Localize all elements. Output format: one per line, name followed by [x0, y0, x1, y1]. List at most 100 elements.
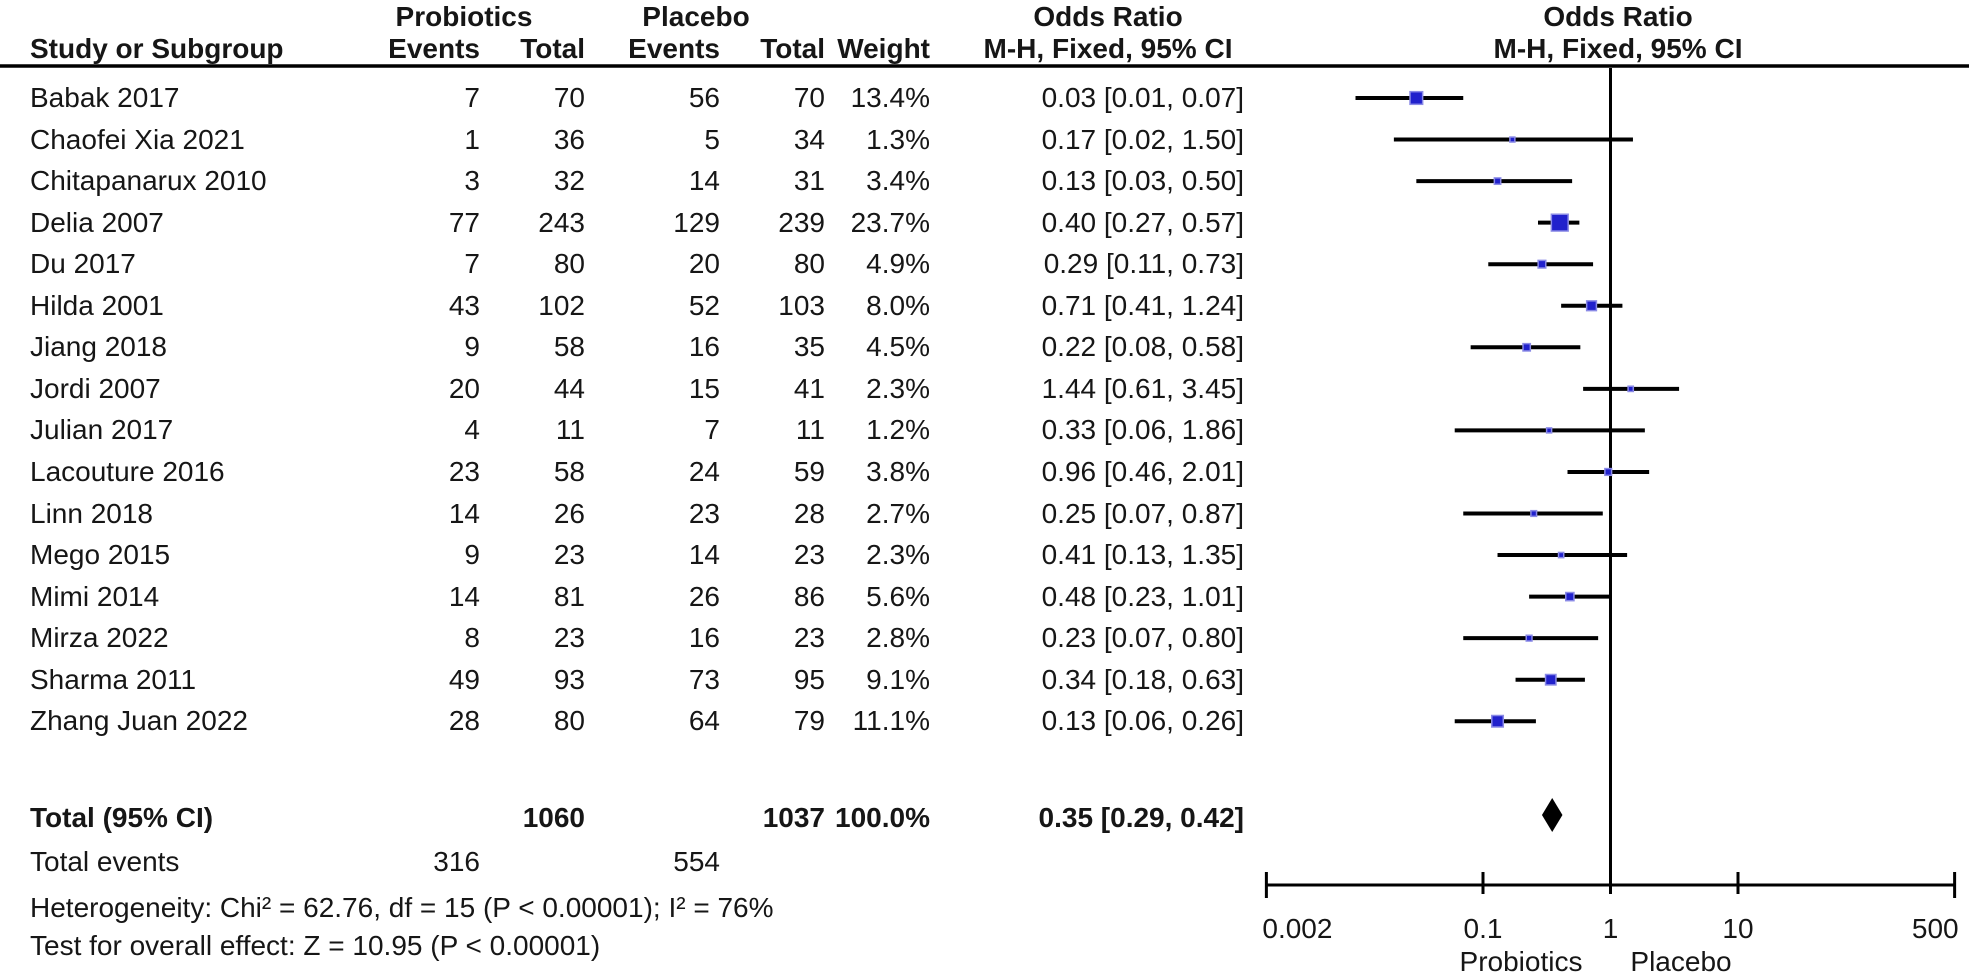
effect-square [1530, 509, 1538, 518]
x-tick-label: 0.002 [1262, 913, 1332, 944]
row-total-probiotics: 93 [553, 663, 585, 695]
row-total-probiotics: 58 [553, 455, 585, 487]
row-events-placebo: 14 [688, 165, 720, 197]
total-odds-ratio-ci: 0.35 [0.29, 0.42] [1038, 802, 1244, 833]
col-header-mh-fixed-ci-plot: M-H, Fixed, 95% CI [1493, 33, 1743, 64]
row-weight: 2.7% [866, 497, 930, 529]
row-total-placebo: 239 [778, 206, 825, 238]
row-total-placebo: 103 [778, 289, 825, 321]
row-total-placebo: 80 [793, 248, 825, 280]
total-probiotics-n: 1060 [522, 802, 585, 833]
row-or-ci: 0.34 [0.18, 0.63] [1041, 663, 1244, 695]
row-events-probiotics: 43 [448, 289, 480, 321]
group-header-probiotics: Probiotics [395, 1, 533, 32]
row-study: Chitapanarux 2010 [30, 165, 267, 197]
row-total-placebo: 41 [793, 372, 825, 404]
row-events-placebo: 16 [688, 622, 720, 654]
effect-square [1550, 213, 1569, 232]
row-events-placebo: 7 [704, 414, 720, 446]
row-weight: 2.8% [866, 622, 930, 654]
effect-square [1604, 467, 1613, 477]
row-study: Mirza 2022 [30, 622, 169, 654]
row-or-ci: 0.48 [0.23, 1.01] [1041, 580, 1244, 612]
effect-square [1409, 90, 1424, 106]
row-study: Linn 2018 [30, 497, 154, 529]
row-total-probiotics: 70 [553, 82, 585, 113]
row-or-ci: 0.40 [0.27, 0.57] [1041, 206, 1244, 238]
row-total-placebo: 23 [793, 622, 825, 654]
col-header-events-probiotics: Events [388, 33, 480, 64]
row-or-ci: 0.23 [0.07, 0.80] [1041, 622, 1244, 654]
row-study: Sharma 2011 [30, 663, 197, 695]
effect-square [1627, 385, 1635, 393]
row-weight: 9.1% [866, 663, 930, 695]
x-tick-label: 1 [1603, 913, 1619, 944]
row-total-probiotics: 58 [553, 331, 585, 363]
row-weight: 1.2% [866, 414, 930, 446]
total-events-probiotics: 316 [433, 846, 480, 877]
row-weight: 2.3% [866, 372, 930, 404]
total-placebo-n: 1037 [762, 802, 825, 833]
row-events-probiotics: 1 [464, 123, 480, 155]
row-weight: 23.7% [850, 206, 930, 238]
effect-square [1557, 551, 1565, 559]
favours-right-label: Placebo [1630, 946, 1731, 974]
row-study: Julian 2017 [30, 414, 174, 446]
x-tick-label: 500 [1912, 913, 1959, 944]
row-total-placebo: 23 [793, 539, 825, 571]
row-total-placebo: 59 [793, 455, 825, 487]
col-header-events-placebo: Events [628, 33, 720, 64]
row-weight: 4.9% [866, 248, 930, 280]
col-header-total-probiotics: Total [520, 33, 585, 64]
row-total-probiotics: 102 [538, 289, 585, 321]
row-study: Jiang 2018 [30, 331, 168, 363]
heterogeneity-stats: Heterogeneity: Chi² = 62.76, df = 15 (P … [30, 892, 774, 923]
row-events-probiotics: 14 [448, 580, 480, 612]
row-weight: 3.8% [866, 455, 930, 487]
row-weight: 11.1% [852, 705, 930, 737]
total-diamond [1541, 798, 1563, 832]
row-weight: 13.4% [850, 82, 930, 113]
row-weight: 1.3% [866, 123, 930, 155]
row-total-probiotics: 36 [553, 123, 585, 155]
total-row-label: Total (95% CI) [30, 802, 214, 833]
row-total-placebo: 86 [793, 580, 825, 612]
row-study: Hilda 2001 [30, 289, 164, 321]
effect-square [1525, 634, 1533, 642]
row-total-probiotics: 23 [553, 539, 585, 571]
row-events-placebo: 56 [688, 82, 720, 113]
odds-ratio-text-header: Odds Ratio [1033, 1, 1183, 32]
col-header-weight: Weight [837, 33, 930, 64]
row-events-probiotics: 7 [464, 248, 480, 280]
row-total-probiotics: 32 [553, 165, 585, 197]
row-total-probiotics: 23 [553, 622, 585, 654]
row-weight: 3.4% [866, 165, 930, 197]
row-events-probiotics: 20 [448, 372, 480, 404]
effect-square [1545, 427, 1553, 434]
row-events-placebo: 129 [673, 206, 720, 238]
col-header-mh-fixed-ci-text: M-H, Fixed, 95% CI [983, 33, 1233, 64]
row-or-ci: 1.44 [0.61, 3.45] [1041, 372, 1244, 404]
row-events-probiotics: 9 [464, 331, 480, 363]
group-header-placebo: Placebo [642, 1, 750, 32]
row-events-placebo: 14 [688, 539, 720, 571]
row-events-placebo: 23 [688, 497, 720, 529]
effect-square [1493, 177, 1502, 186]
row-events-placebo: 24 [688, 455, 720, 487]
row-weight: 8.0% [866, 289, 930, 321]
row-events-probiotics: 3 [464, 165, 480, 197]
row-study: Mego 2015 [30, 539, 171, 571]
row-study: Lacouture 2016 [30, 455, 225, 487]
odds-ratio-plot-header: Odds Ratio [1543, 1, 1693, 32]
row-or-ci: 0.71 [0.41, 1.24] [1041, 289, 1244, 321]
x-tick-label: 0.1 [1464, 913, 1503, 944]
row-events-placebo: 52 [688, 289, 720, 321]
row-weight: 5.6% [866, 580, 930, 612]
row-study: Mimi 2014 [30, 580, 160, 612]
total-events-label: Total events [30, 846, 180, 877]
total-events-placebo: 554 [673, 846, 720, 877]
x-tick-label: 10 [1722, 913, 1753, 944]
row-events-placebo: 5 [704, 123, 720, 155]
